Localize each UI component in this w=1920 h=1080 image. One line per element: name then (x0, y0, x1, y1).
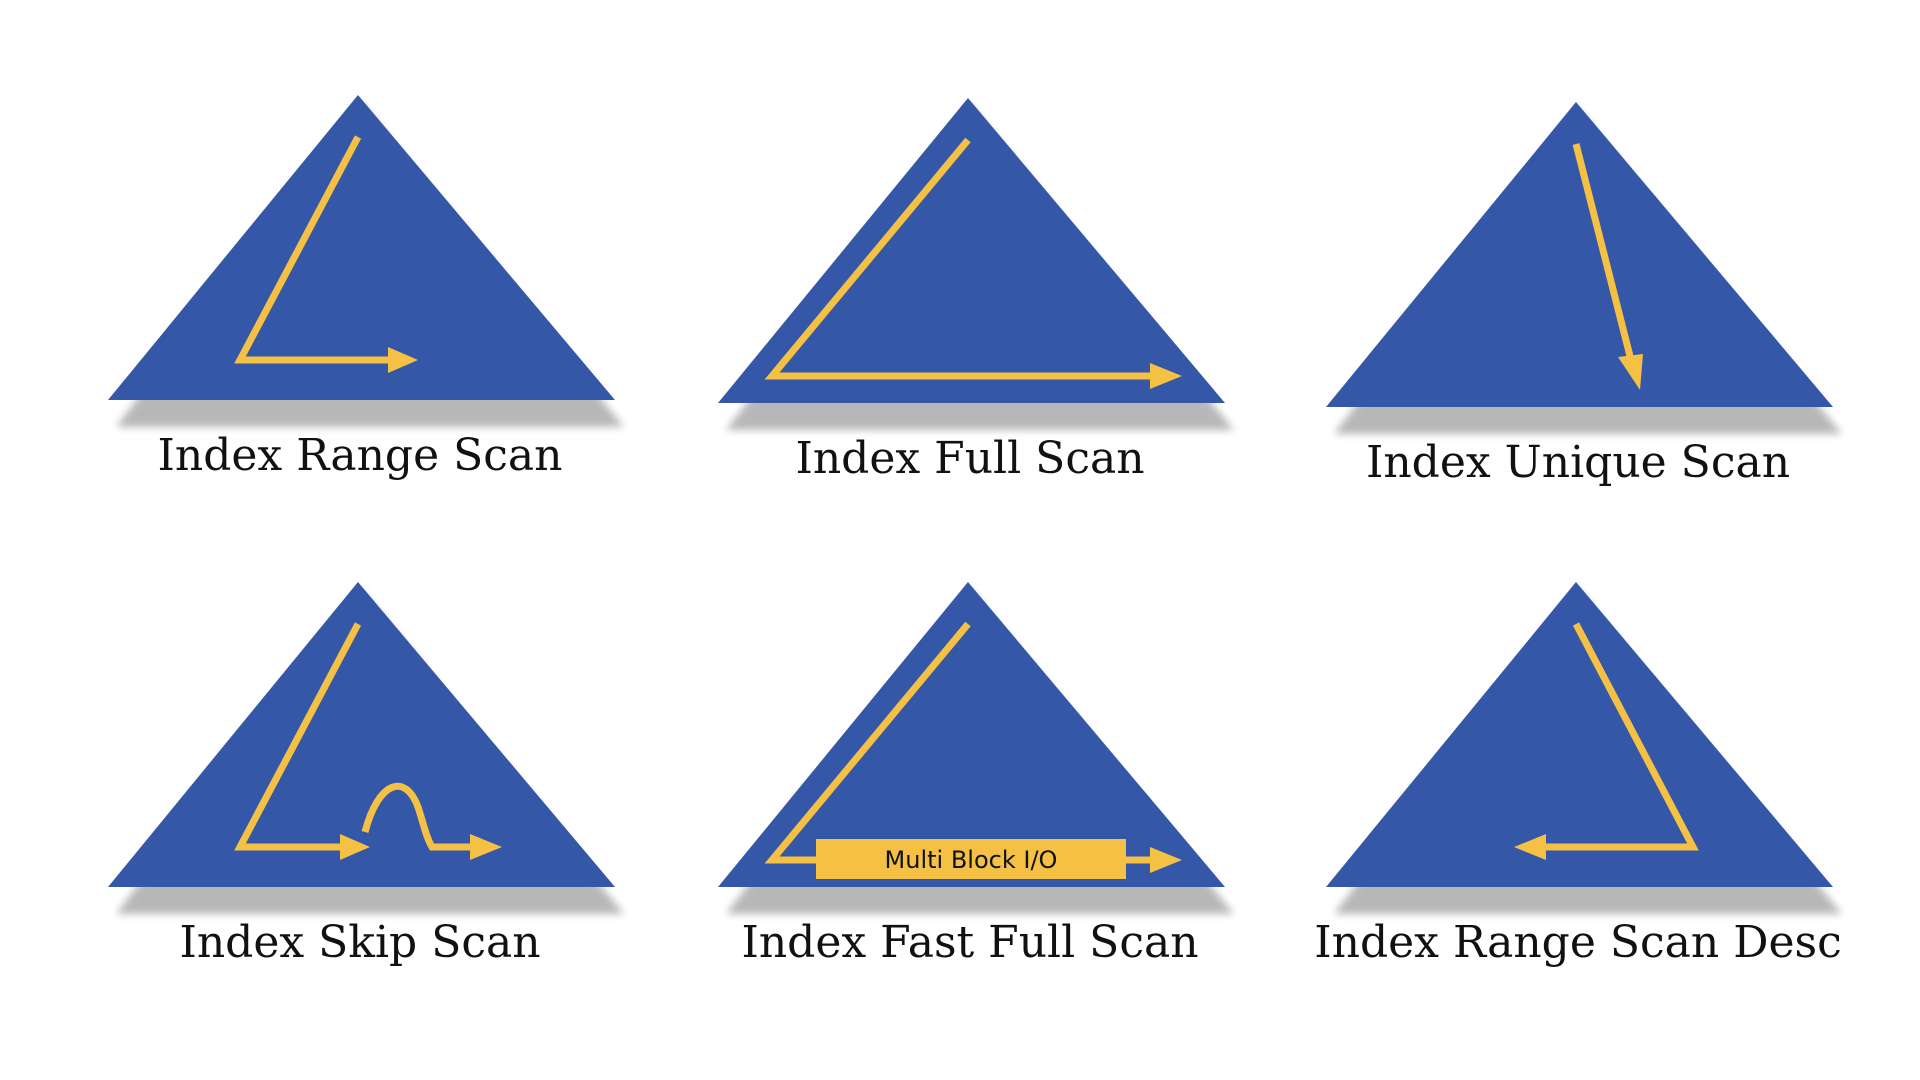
scan-path-arrow (764, 137, 1150, 380)
arrowhead-right-icon (388, 347, 418, 373)
panel-title: Index Range Scan Desc (1314, 917, 1842, 968)
panel-title: Index Full Scan (795, 433, 1145, 484)
skip-hop-arrow (361, 782, 470, 851)
index-tree-triangle (108, 582, 615, 887)
panel-index-range-scan: Index Range Scan (60, 95, 660, 535)
arrowhead-right-icon (1150, 847, 1182, 873)
panel-title: Index Skip Scan (179, 917, 541, 968)
index-tree-triangle (108, 95, 615, 400)
arrowhead-right-icon (340, 834, 370, 860)
multi-block-io-label: Multi Block I/O (885, 846, 1058, 874)
scan-path-arrow (234, 622, 362, 851)
panel-index-fast-full-scan: Multi Block I/O Index Fast Full Scan (670, 582, 1270, 1022)
scan-path-arrow (1546, 622, 1699, 851)
arrowhead-down-icon (1618, 354, 1643, 390)
panel-title: Index Fast Full Scan (741, 917, 1199, 968)
panel-index-range-scan-desc: Index Range Scan Desc (1278, 582, 1878, 1022)
index-range-scan-desc-diagram (1326, 582, 1842, 914)
index-tree-triangle (1326, 582, 1833, 887)
index-tree-triangle (718, 582, 1225, 887)
panel-index-skip-scan: Index Skip Scan (60, 582, 660, 1022)
panel-index-unique-scan: Index Unique Scan (1278, 102, 1878, 542)
scan-path-arrow (1572, 143, 1635, 361)
arrowhead-right-icon (470, 834, 502, 860)
multi-block-io-box (816, 839, 1126, 879)
index-fast-full-scan-diagram: Multi Block I/O (718, 582, 1234, 914)
panel-title: Index Range Scan (157, 430, 563, 481)
panel-index-full-scan: Index Full Scan (670, 98, 1270, 538)
index-skip-scan-diagram (108, 582, 624, 914)
index-unique-scan-diagram (1326, 102, 1842, 434)
arrowhead-left-icon (1514, 834, 1546, 860)
index-tree-triangle (1326, 102, 1833, 407)
index-tree-triangle (718, 98, 1225, 403)
index-full-scan-diagram (718, 98, 1234, 430)
arrowhead-right-icon (1150, 363, 1182, 389)
index-range-scan-diagram (108, 95, 624, 427)
panel-title: Index Unique Scan (1365, 437, 1791, 488)
scan-path-arrow (234, 135, 388, 364)
